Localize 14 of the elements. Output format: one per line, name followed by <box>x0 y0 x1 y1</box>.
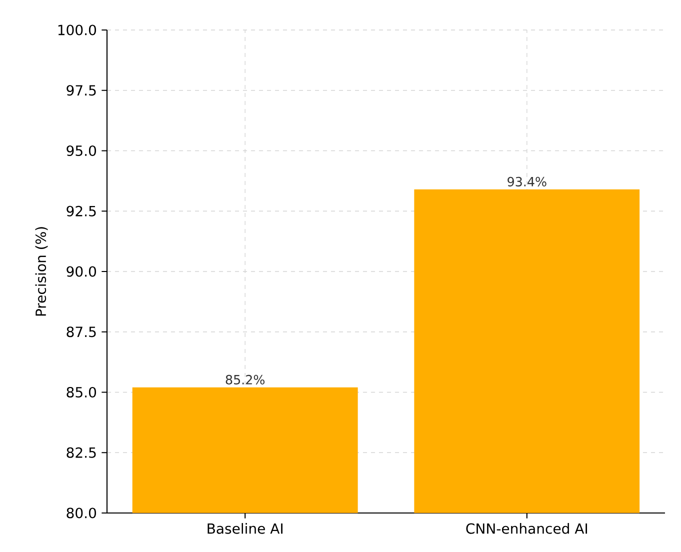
y-tick-label: 95.0 <box>66 145 96 156</box>
y-tick-label: 92.5 <box>66 206 96 216</box>
data-label: 93.4% <box>508 176 546 186</box>
x-tick-label: Baseline AI <box>208 523 282 534</box>
y-tick-label: 82.5 <box>66 447 96 458</box>
y-tick-label: 85.0 <box>66 386 96 398</box>
y-tick-label: 90.0 <box>66 266 96 277</box>
data-label: 85.2% <box>226 374 265 384</box>
y-tick-label: 87.5 <box>66 326 96 338</box>
y-axis-title: Precision (%) <box>35 227 48 316</box>
x-tick-label: CNN-enhanced AI <box>466 523 588 534</box>
y-tick-label: 100.0 <box>58 24 96 36</box>
y-tick-label: 97.5 <box>66 85 96 96</box>
y-tick-label: 80.0 <box>66 508 96 518</box>
